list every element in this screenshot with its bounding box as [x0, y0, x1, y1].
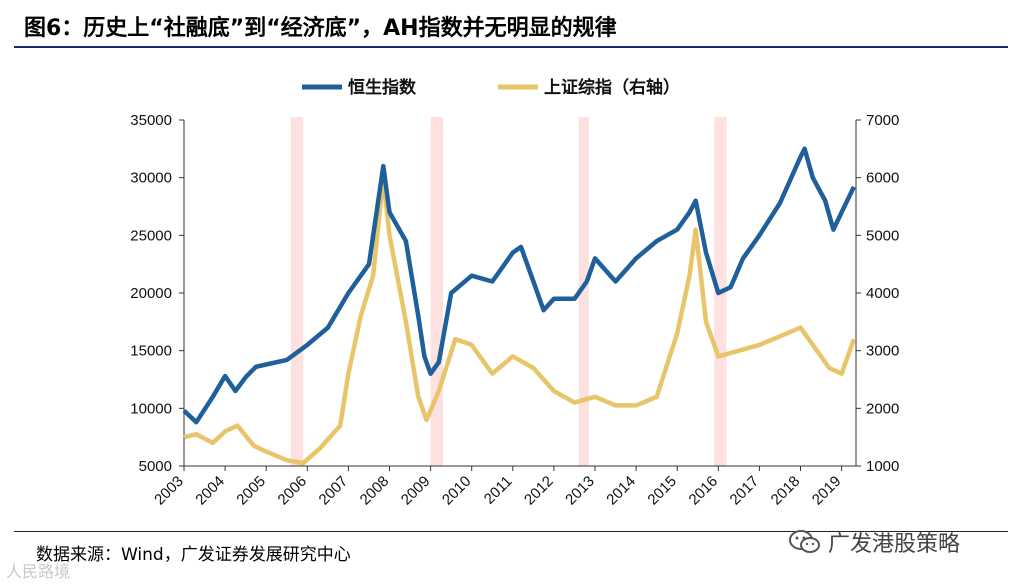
legend: 恒生指数 上证综指（右轴） [302, 77, 680, 98]
shaded-period-3 [578, 117, 589, 466]
x-tick-label: 2016 [686, 473, 722, 509]
series-line-shcomp [183, 175, 857, 466]
shaded-period-2 [430, 117, 443, 466]
source-note: 数据来源：Wind，广发证券发展研究中心 [36, 545, 351, 565]
x-tick-label: 2018 [768, 473, 804, 509]
y-left-tick-label: 10000 [130, 400, 172, 417]
y-right-tick-label: 7000 [866, 112, 899, 129]
x-tick-label: 2012 [521, 473, 557, 509]
x-tick-label: 2011 [481, 473, 516, 508]
y-right-tick-label: 1000 [866, 458, 899, 475]
x-tick-label: 2013 [562, 473, 598, 509]
wechat-icon [789, 530, 820, 553]
y-right-tick-label: 6000 [866, 170, 899, 187]
footer-divider [14, 531, 1008, 532]
x-tick-label: 2004 [192, 473, 228, 509]
x-tick-label: 2017 [727, 473, 763, 509]
watermark-right-text: 广发港股策略 [828, 532, 961, 557]
y-right-tick-label: 2000 [866, 400, 899, 417]
y-right-tick-label: 5000 [866, 227, 899, 244]
series-lines [182, 146, 857, 466]
title-divider [14, 46, 1008, 48]
x-tick-label: 2009 [398, 473, 434, 509]
shaded-period-1 [290, 117, 304, 466]
chart-title: 图6：历史上“社融底”到“经济底”，AH指数并无明显的规律 [24, 16, 617, 41]
watermark-right: 广发港股策略 [788, 526, 960, 558]
x-tick-label: 2006 [275, 473, 311, 509]
y-left-tick-label: 25000 [130, 227, 172, 244]
x-tick-label: 2007 [316, 473, 352, 509]
legend-label-2: 上证综指（右轴） [544, 77, 680, 98]
y-right-tick-label: 3000 [866, 343, 899, 360]
y-left-tick-label: 5000 [139, 458, 172, 475]
y-right-tick-label: 4000 [866, 285, 899, 302]
y-left-tick-label: 20000 [130, 285, 172, 302]
y-left-tick-label: 15000 [130, 343, 172, 360]
x-tick-label: 2005 [233, 473, 269, 509]
series-line-hsi [182, 146, 856, 425]
x-tick-label: 2014 [603, 473, 639, 509]
x-tick-label: 2008 [357, 473, 393, 509]
x-tick-label: 2010 [439, 473, 475, 509]
legend-label-1: 恒生指数 [348, 77, 417, 98]
watermark-left: 人民路境 [6, 562, 71, 581]
y-left-tick-label: 35000 [130, 112, 172, 129]
x-tick-label: 2003 [151, 473, 187, 509]
axes: 5000 10000 15000 20000 25000 30000 35000 1000 20… [130, 112, 899, 508]
x-tick-label: 2019 [809, 473, 845, 509]
x-tick-label: 2015 [644, 473, 680, 509]
y-left-tick-label: 30000 [130, 170, 172, 187]
shaded-periods [290, 117, 727, 466]
